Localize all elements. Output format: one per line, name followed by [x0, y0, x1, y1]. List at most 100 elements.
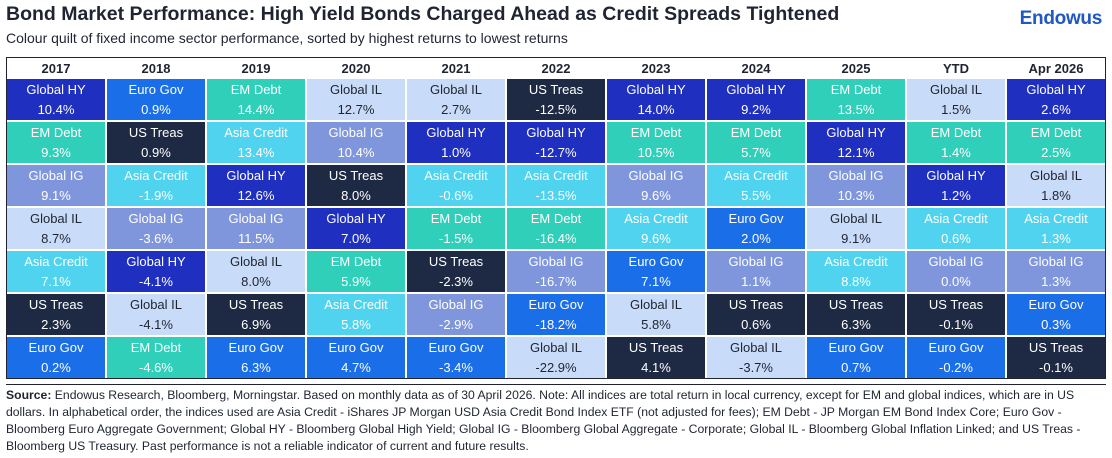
cell-background — [607, 122, 705, 163]
cell-return-value: 11.5% — [238, 231, 274, 246]
cell-background — [807, 208, 905, 249]
quilt-cell: Asia Credit 1.3% — [1007, 208, 1105, 249]
cell-return-value: -13.5% — [535, 188, 577, 203]
quilt-cell: Asia Credit -0.6% — [407, 165, 505, 206]
cell-background — [807, 79, 905, 120]
cell-return-value: -1.5% — [439, 231, 473, 246]
quilt-cell: Global HY 7.0% — [307, 208, 405, 249]
cell-return-value: 13.5% — [838, 102, 875, 117]
source-note: Source: Endowus Research, Bloomberg, Mor… — [6, 384, 1106, 455]
cell-sector-label: EM Debt — [431, 211, 482, 226]
cell-background — [1007, 251, 1105, 292]
quilt-cell: Global IG 0.0% — [907, 251, 1005, 292]
cell-background — [907, 208, 1005, 249]
cell-return-value: 1.0% — [441, 145, 471, 160]
cell-background — [807, 337, 905, 378]
cell-return-value: 5.9% — [341, 274, 371, 289]
cell-sector-label: US Treas — [829, 297, 884, 312]
quilt-cell: US Treas 8.0% — [307, 165, 405, 206]
quilt-cell: EM Debt 9.3% — [7, 122, 105, 163]
column-header: YTD — [943, 61, 969, 76]
cell-background — [507, 122, 605, 163]
quilt-cell: Global IG 10.4% — [307, 122, 405, 163]
cell-background — [907, 165, 1005, 206]
cell-background — [607, 165, 705, 206]
cell-background — [307, 251, 405, 292]
column-header: 2021 — [442, 61, 471, 76]
cell-background — [707, 294, 805, 335]
cell-return-value: 1.3% — [1041, 231, 1071, 246]
cell-return-value: 0.3% — [1041, 317, 1071, 332]
column-header: 2019 — [242, 61, 271, 76]
cell-sector-label: Global HY — [1026, 82, 1086, 97]
quilt-cell: Asia Credit 7.1% — [7, 251, 105, 292]
quilt-cell: EM Debt 5.9% — [307, 251, 405, 292]
cell-return-value: 7.1% — [41, 274, 71, 289]
quilt-cell: US Treas 6.9% — [207, 294, 305, 335]
cell-return-value: 5.5% — [741, 188, 771, 203]
quilt-cell: Euro Gov -18.2% — [507, 294, 605, 335]
cell-return-value: 0.6% — [941, 231, 971, 246]
cell-sector-label: EM Debt — [131, 340, 182, 355]
cell-background — [707, 337, 805, 378]
cell-background — [407, 294, 505, 335]
cell-return-value: -1.9% — [139, 188, 173, 203]
cell-return-value: 1.2% — [941, 188, 971, 203]
cell-background — [807, 294, 905, 335]
cell-background — [507, 337, 605, 378]
cell-return-value: 8.0% — [241, 274, 271, 289]
cell-sector-label: Euro Gov — [829, 340, 884, 355]
cell-return-value: 9.6% — [641, 188, 671, 203]
cell-sector-label: Global HY — [326, 211, 386, 226]
cell-return-value: -3.4% — [439, 360, 473, 375]
cell-sector-label: Global HY — [26, 82, 86, 97]
cell-sector-label: Global IG — [129, 211, 184, 226]
cell-return-value: -0.1% — [1039, 360, 1073, 375]
quilt-cell: Euro Gov 0.3% — [1007, 294, 1105, 335]
cell-sector-label: US Treas — [29, 297, 84, 312]
cell-background — [1007, 208, 1105, 249]
quilt-cell: Global IG 1.1% — [707, 251, 805, 292]
cell-background — [7, 208, 105, 249]
cell-return-value: 4.7% — [341, 360, 371, 375]
quilt-cell: EM Debt -16.4% — [507, 208, 605, 249]
quilt-cell: Global IL 1.5% — [907, 79, 1005, 120]
cell-sector-label: Euro Gov — [1029, 297, 1084, 312]
cell-return-value: 12.6% — [238, 188, 275, 203]
cell-sector-label: Global IL — [330, 82, 382, 97]
quilt-cell: Global IL 8.0% — [207, 251, 305, 292]
quilt-cell: Global IG 9.6% — [607, 165, 705, 206]
cell-sector-label: Global IG — [929, 254, 984, 269]
quilt-cell: US Treas -0.1% — [1007, 337, 1105, 378]
quilt-cell: Global HY 12.6% — [207, 165, 305, 206]
quilt-cell: US Treas 0.6% — [707, 294, 805, 335]
quilt-cell: Euro Gov 2.0% — [707, 208, 805, 249]
cell-sector-label: Euro Gov — [229, 340, 284, 355]
cell-background — [207, 251, 305, 292]
cell-return-value: 8.8% — [841, 274, 871, 289]
quilt-cell: Global IL 1.8% — [1007, 165, 1105, 206]
cell-background — [107, 208, 205, 249]
cell-sector-label: Global IL — [730, 340, 782, 355]
quilt-cell: Global HY 10.4% — [7, 79, 105, 120]
cell-sector-label: Global IL — [30, 211, 82, 226]
quilt-cell: Global IL 8.7% — [7, 208, 105, 249]
quilt-cell: Global HY -12.7% — [507, 122, 605, 163]
cell-background — [807, 165, 905, 206]
cell-background — [407, 251, 505, 292]
cell-sector-label: Global HY — [426, 125, 486, 140]
cell-return-value: -12.7% — [535, 145, 577, 160]
cell-return-value: 0.7% — [841, 360, 871, 375]
cell-sector-label: Asia Credit — [624, 211, 688, 226]
quilt-cell: Global HY 1.2% — [907, 165, 1005, 206]
cell-sector-label: EM Debt — [31, 125, 82, 140]
cell-sector-label: Asia Credit — [524, 168, 588, 183]
cell-background — [407, 79, 505, 120]
cell-return-value: -2.3% — [439, 274, 473, 289]
quilt-cell: EM Debt 2.5% — [1007, 122, 1105, 163]
quilt-cell: Global HY 2.6% — [1007, 79, 1105, 120]
cell-return-value: -0.2% — [939, 360, 973, 375]
quilt-cell: Euro Gov 7.1% — [607, 251, 705, 292]
cell-background — [207, 294, 305, 335]
quilt-cell: Euro Gov -0.2% — [907, 337, 1005, 378]
